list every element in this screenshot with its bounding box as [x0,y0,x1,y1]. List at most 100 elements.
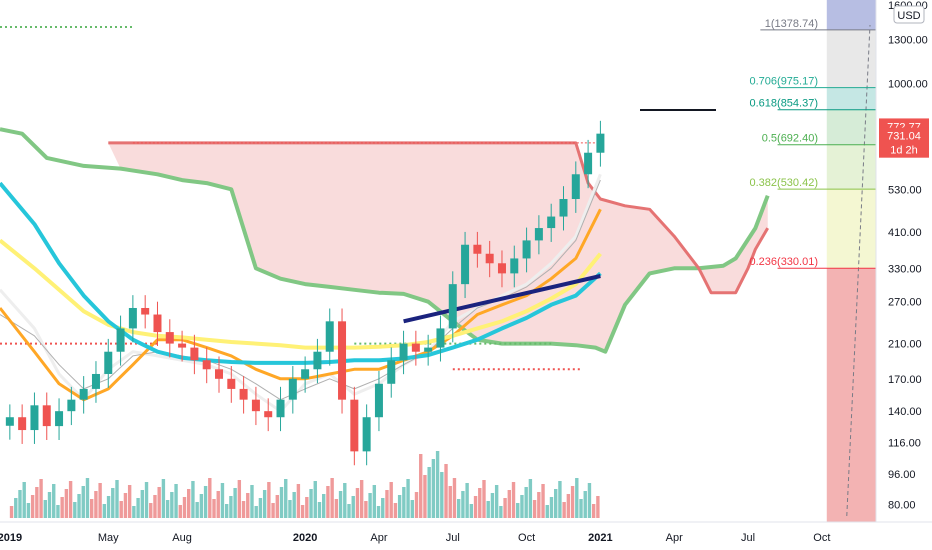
y-tick-label: 1300.00 [888,35,928,47]
volume-bar [385,490,389,518]
currency-label: USD [897,10,920,22]
volume-bar [359,480,364,518]
volume-bar [296,484,301,518]
volume-bar [338,491,343,518]
volume-bar [43,500,47,518]
volume-bar [507,490,512,518]
volume-bar [482,480,486,518]
volume-bar [334,499,339,518]
volume-bar [410,500,414,518]
currency-button[interactable] [893,5,925,24]
volume-bar [562,502,566,518]
volume-bar [233,488,237,518]
candle-body [116,328,125,352]
price-axis: 1600.001300.001000.00740.00530.00410.003… [875,0,932,550]
y-tick-label: 330.00 [888,263,922,275]
y-tick-label: 116.00 [888,438,921,450]
candle-body [178,343,187,348]
candle-body [251,399,260,412]
volume-bar [35,487,39,518]
volume-bar [132,506,136,518]
volume-bar [64,489,69,518]
volume-bar [187,489,191,518]
fibonacci-retracement: 1(1378.74) 0.706(975.17) 0.618(854.37) 0.5(… [750,18,876,269]
volume-bar [136,498,140,518]
volume-bar [397,495,402,518]
volume-bar [423,475,427,518]
y-tick-label: 1000.00 [888,78,928,90]
candle-body [190,347,199,361]
volume-bar [258,498,263,518]
fib-zone-band [826,189,876,269]
volume-bar [56,505,60,518]
volume-bar [503,498,507,518]
candle-body [596,133,605,153]
volume-bar [431,459,436,518]
fib-level-label: 1(1378.74) [765,18,818,30]
volume-bar [528,479,533,518]
volume-bar [262,490,267,518]
volume-bar [250,485,254,518]
volume-bar [554,489,558,518]
volume-bar [516,503,520,518]
x-tick-label: Aug [172,532,192,544]
fib-zone-band [826,268,876,522]
volume-bar [414,492,419,518]
candle-body [18,417,27,431]
second-price-tag [879,127,929,158]
volume-bar [427,467,431,518]
candle-body [313,351,322,370]
volume-bar [511,482,516,518]
volume-bar [237,480,242,518]
y-tick-label: 210.00 [888,339,922,351]
volume-bar [591,504,596,518]
y-tick-label: 530.00 [888,184,922,196]
price-candles [5,120,605,466]
volume-bar [469,504,474,518]
volume-bar [52,484,56,518]
cloud-lead-line-green [0,127,770,354]
volume-bar [532,500,537,518]
candle-body [141,307,150,315]
y-tick-label: 410.00 [888,227,922,239]
candle-body [227,378,236,389]
volume-bar [549,497,554,518]
volume-bar [440,472,444,518]
volume-bar [140,490,145,518]
candle-body [338,321,347,400]
volume-bar [300,505,305,518]
candle-body [497,263,506,274]
volume-bar [178,505,182,518]
volume-bar [364,501,368,518]
candle-body [42,405,51,427]
fib-level-label: 0.236(330.01) [750,256,819,268]
candle-body [79,388,88,400]
bar-countdown: 1d 2h [890,145,918,157]
volume-bar [9,506,14,518]
volume-bar [587,483,592,518]
candle-body [128,307,137,329]
trendline-navy [403,274,601,324]
candle-body [288,378,297,400]
x-tick-label: May [98,532,119,544]
volume-bar [144,482,149,518]
candle-body [264,411,273,418]
volume-bar [14,498,18,518]
volume-bar [381,498,385,518]
candle-body [30,405,39,431]
volume-bar [85,478,90,518]
candle-body [202,360,211,370]
volume-bar [452,478,457,518]
ichimoku-cloud [0,127,770,354]
volume-bar [579,499,583,518]
volume-bar [351,496,355,518]
candle-body [547,216,556,229]
volume-bar [77,494,81,518]
volume-bar [461,491,465,518]
volume-bar [165,500,170,518]
candle-body [411,343,420,352]
candle-body [448,284,457,329]
